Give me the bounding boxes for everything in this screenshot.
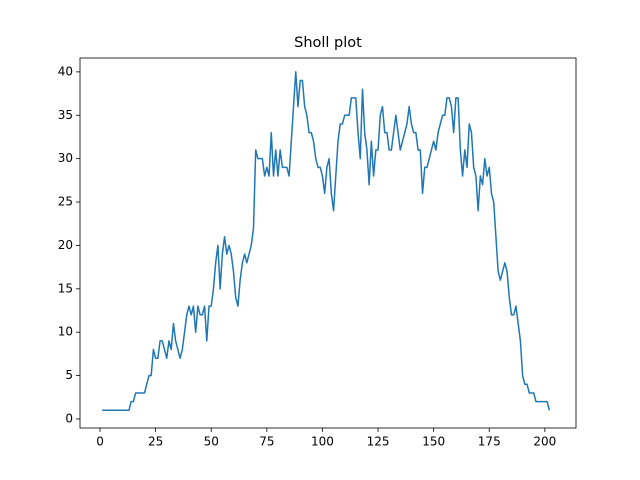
- x-tick-label: 100: [311, 435, 334, 449]
- data-line: [102, 71, 551, 412]
- y-tick-label: 15: [58, 281, 73, 295]
- x-tick-label: 175: [478, 435, 501, 449]
- y-tick-label: 0: [65, 411, 73, 425]
- y-tick-label: 35: [58, 108, 73, 122]
- x-tick-label: 25: [148, 435, 163, 449]
- x-tick-label: 150: [422, 435, 445, 449]
- x-tick-label: 50: [204, 435, 219, 449]
- y-tick-label: 10: [58, 325, 73, 339]
- y-tick-label: 5: [65, 368, 73, 382]
- x-tick-label: 0: [96, 435, 104, 449]
- x-tick-label: 200: [533, 435, 556, 449]
- y-tick-label: 30: [58, 151, 73, 165]
- y-tick-label: 20: [58, 238, 73, 252]
- y-tick-label: 40: [58, 64, 73, 78]
- x-tick-label: 125: [367, 435, 390, 449]
- x-tick-label: 75: [259, 435, 274, 449]
- y-tick-label: 25: [58, 195, 73, 209]
- plot-frame: [79, 57, 577, 429]
- chart-title: Sholl plot: [294, 35, 362, 51]
